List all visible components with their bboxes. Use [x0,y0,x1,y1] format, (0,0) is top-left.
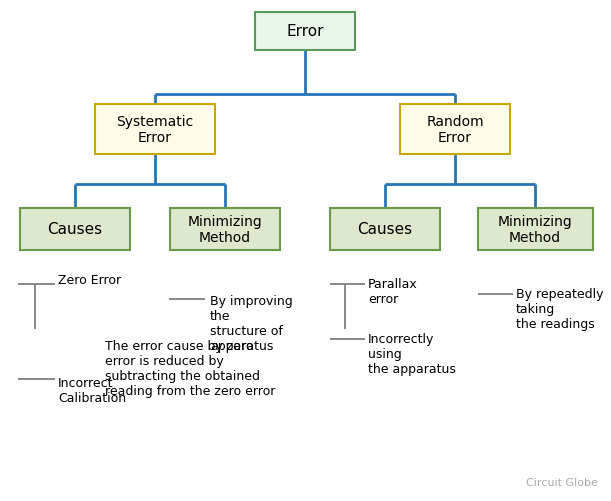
Bar [478,208,593,250]
Text: Minimizing
Method: Minimizing Method [188,214,262,244]
Bar [170,208,280,250]
Text: Parallax
error: Parallax error [368,278,418,306]
Bar [255,13,355,51]
Text: Systematic
Error: Systematic Error [116,115,194,145]
Text: Causes: Causes [357,222,412,237]
Text: Incorrectly
using
the apparatus: Incorrectly using the apparatus [368,332,456,375]
Text: Zero Error: Zero Error [58,273,121,286]
Text: The error cause by zero
error is reduced by
subtracting the obtained
reading fro: The error cause by zero error is reduced… [105,339,276,397]
Bar [330,208,440,250]
Text: Incorrect
Calibration: Incorrect Calibration [58,376,126,404]
Text: By improving
the
structure of
apparatus: By improving the structure of apparatus [210,295,293,352]
Text: Circuit Globe: Circuit Globe [526,477,598,487]
Text: Minimizing
Method: Minimizing Method [497,214,573,244]
Text: By repeatedly
taking
the readings: By repeatedly taking the readings [516,288,604,330]
Bar [95,105,215,155]
Bar [20,208,130,250]
Bar [400,105,510,155]
Text: Causes: Causes [48,222,103,237]
Text: Error: Error [286,25,324,40]
Text: Random
Error: Random Error [426,115,484,145]
